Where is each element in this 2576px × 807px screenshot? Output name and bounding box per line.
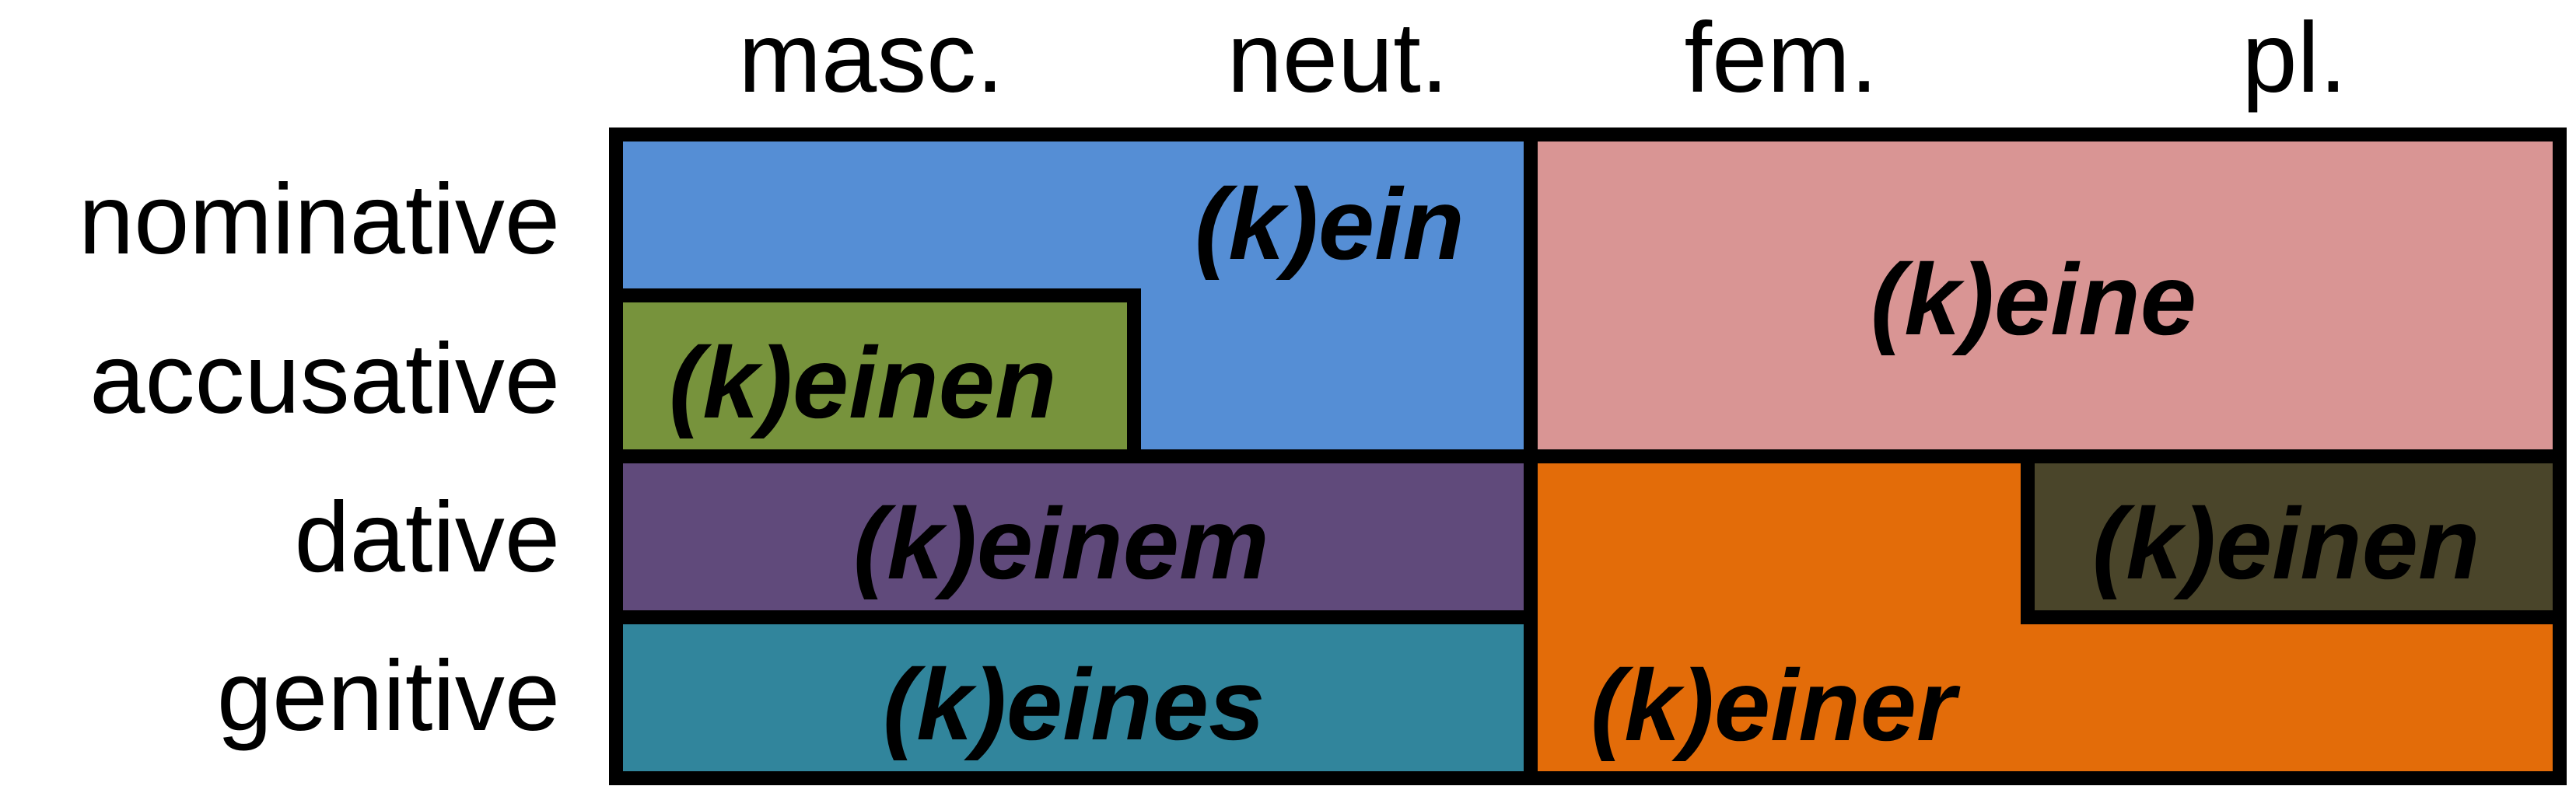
column-header-fem: fem. <box>1684 2 1878 114</box>
cell-text-pl-dative: (k)einen <box>2092 487 2480 600</box>
cell-text-masc-accusative: (k)einen <box>669 326 1057 439</box>
column-header-masc: masc. <box>738 2 1004 114</box>
cell-pl-dative <box>2021 449 2567 624</box>
cell-masc-neut-dative <box>609 449 1538 624</box>
row-header-genitive: genitive <box>216 641 560 752</box>
row-header-accusative: accusative <box>89 323 560 435</box>
cell-text-masc-neut-nominative: (k)ein <box>1195 167 1465 281</box>
cell-text-fem-pl-nom-acc: (k)eine <box>1871 243 2197 356</box>
cell-text-masc-neut-dative: (k)einem <box>853 487 1269 600</box>
column-header-pl: pl. <box>2242 2 2347 114</box>
cell-masc-neut-genitive <box>609 610 1538 785</box>
cell-text-fem-pl-genitive: (k)einer <box>1591 648 1956 762</box>
cell-text-masc-neut-genitive: (k)eines <box>883 648 1265 761</box>
column-header-neut: neut. <box>1227 2 1449 114</box>
row-header-nominative: nominative <box>79 164 560 275</box>
row-header-dative: dative <box>294 482 560 593</box>
